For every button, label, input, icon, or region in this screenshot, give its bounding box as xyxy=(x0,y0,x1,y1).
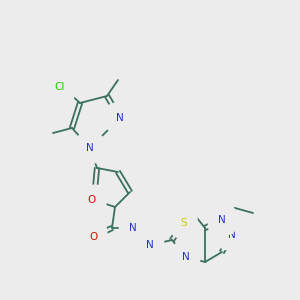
Text: S: S xyxy=(181,218,187,228)
Text: Cl: Cl xyxy=(55,82,65,92)
Text: H: H xyxy=(138,247,144,256)
Text: H: H xyxy=(176,259,182,268)
Text: N: N xyxy=(218,215,226,225)
Text: N: N xyxy=(129,223,137,233)
Text: N: N xyxy=(116,113,124,123)
Text: H: H xyxy=(130,214,137,224)
Text: N: N xyxy=(86,143,94,153)
Text: N: N xyxy=(182,252,190,262)
Text: O: O xyxy=(88,195,96,205)
Text: O: O xyxy=(89,232,97,242)
Text: N: N xyxy=(228,230,236,240)
Text: N: N xyxy=(146,240,154,250)
